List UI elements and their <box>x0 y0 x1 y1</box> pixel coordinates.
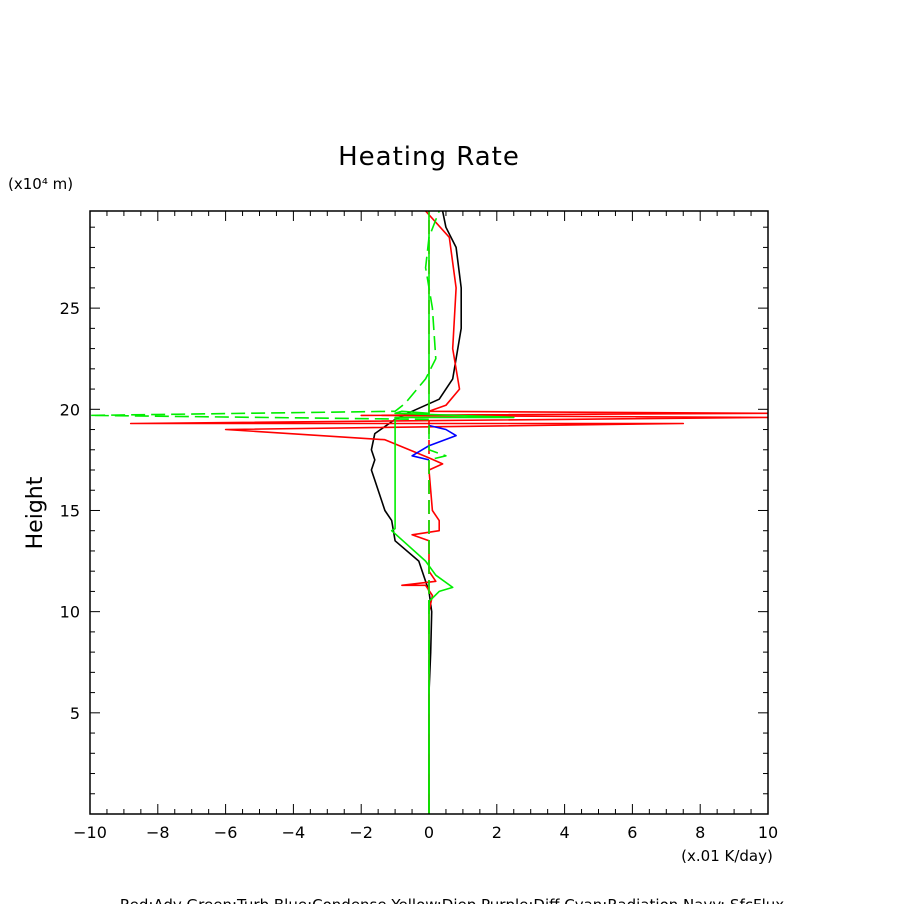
x-tick-label: −4 <box>282 823 306 842</box>
x-tick-label: 6 <box>627 823 637 842</box>
plot-frame <box>89 210 769 815</box>
y-unit-label: (x10⁴ m) <box>8 175 73 193</box>
x-tick-label: −2 <box>349 823 373 842</box>
legend-footer: Red:Adv Green:Turb Blue:Condense Yellow:… <box>120 896 784 904</box>
x-axis-label: (x.01 K/day) <box>681 847 773 865</box>
y-tick-label: 15 <box>60 501 80 520</box>
x-tick-label: 2 <box>492 823 502 842</box>
series-line-4 <box>390 211 515 814</box>
series-line-3 <box>411 424 457 461</box>
x-tick-label: −10 <box>73 823 107 842</box>
x-tick-label: −6 <box>214 823 238 842</box>
series-lines <box>90 211 768 814</box>
y-tick-label: 10 <box>60 603 80 622</box>
y-tick-label: 20 <box>60 400 80 419</box>
series-line-5 <box>90 211 447 814</box>
x-tick-label: 10 <box>758 823 778 842</box>
x-tick-label: 4 <box>560 823 570 842</box>
series-line-1 <box>129 211 768 814</box>
x-tick-label: −8 <box>146 823 170 842</box>
series-line-0 <box>370 211 463 814</box>
y-axis-label: Height <box>23 476 48 549</box>
y-tick-label: 25 <box>60 299 80 318</box>
chart-title: Heating Rate <box>338 142 520 172</box>
axis-ticks: −10 −8 −6 −4 −2 0 2 4 6 8 10 5 10 15 20 25 <box>60 211 778 842</box>
x-tick-label: 8 <box>695 823 705 842</box>
y-tick-label: 5 <box>70 704 80 723</box>
x-tick-label: 0 <box>424 823 434 842</box>
